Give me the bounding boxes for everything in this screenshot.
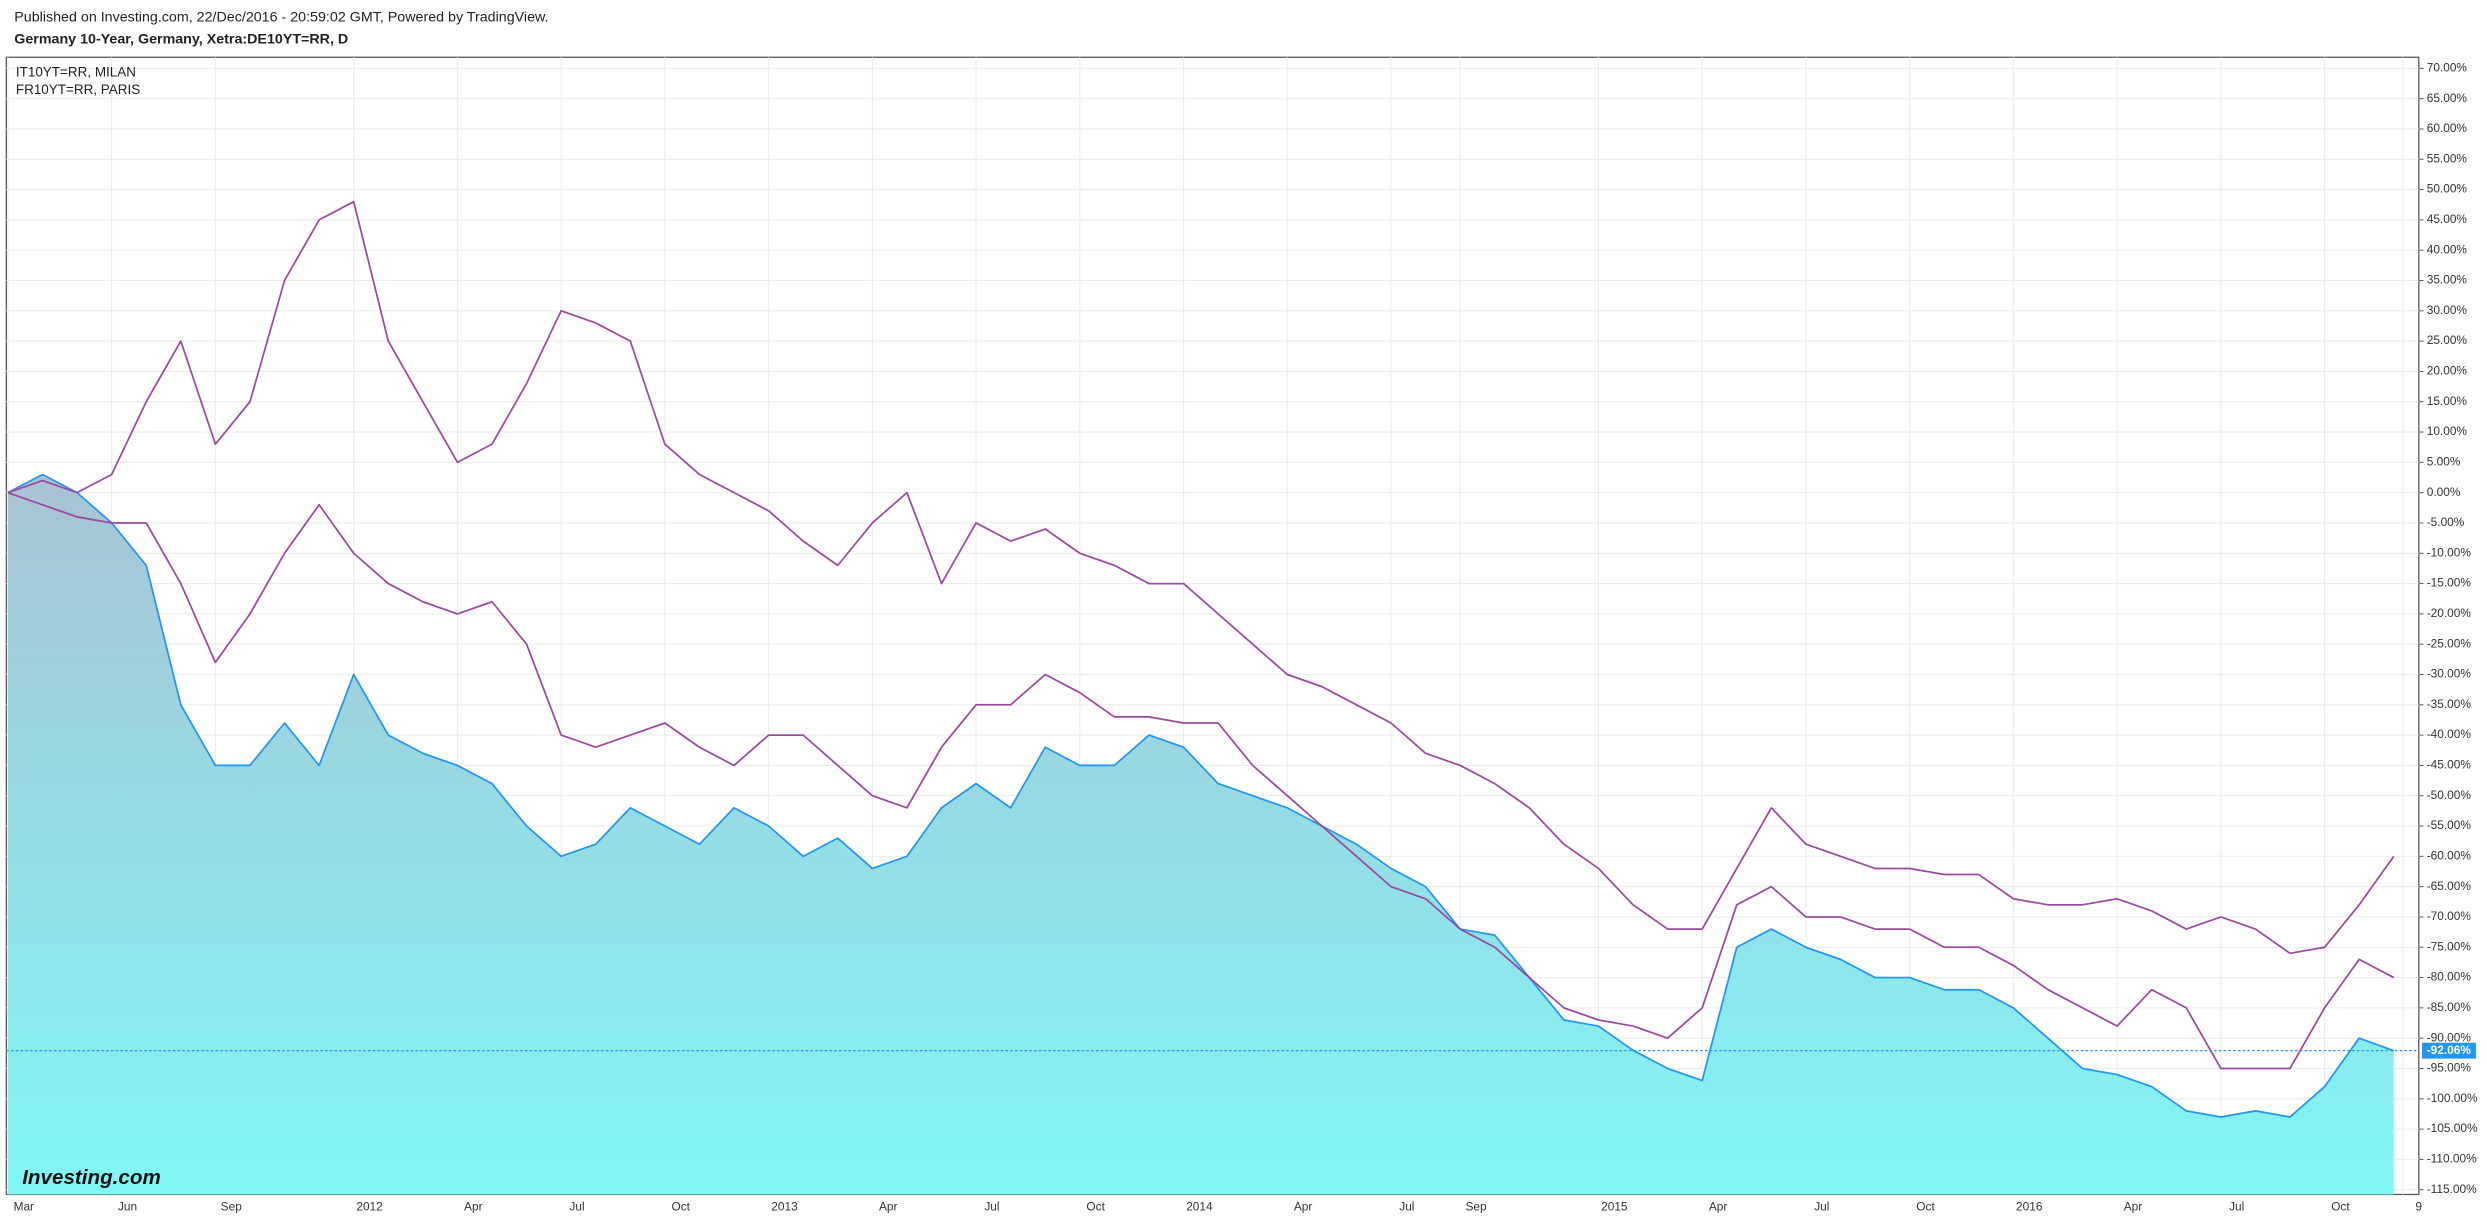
- y-tick-label: 0.00%: [2427, 485, 2461, 499]
- y-tick-label: -115.00%: [2427, 1182, 2477, 1196]
- y-tick-label: 35.00%: [2427, 273, 2468, 287]
- x-tick-label: Jul: [1814, 1199, 1829, 1213]
- y-tick-label: -30.00%: [2427, 667, 2472, 681]
- y-tick-label: 10.00%: [2427, 424, 2468, 438]
- y-tick-label: -65.00%: [2427, 879, 2472, 893]
- x-tick-label: Apr: [1709, 1199, 1728, 1213]
- watermark: Investing.com: [22, 1166, 161, 1189]
- x-tick-label: Oct: [2331, 1199, 2350, 1213]
- x-tick-label: Oct: [1086, 1199, 1105, 1213]
- x-tick-label: Jul: [569, 1199, 584, 1213]
- y-tick-label: -95.00%: [2427, 1061, 2472, 1075]
- legend-label: IT10YT=RR, MILAN: [16, 65, 136, 80]
- y-tick-label: -90.00%: [2427, 1030, 2472, 1044]
- x-tick-label: Jun: [118, 1199, 137, 1213]
- series-line: [7, 200, 2395, 955]
- y-tick-label: 20.00%: [2427, 364, 2468, 378]
- x-tick-label: Jul: [984, 1199, 999, 1213]
- y-tick-label: 65.00%: [2427, 91, 2468, 105]
- x-tick-label: 2012: [356, 1199, 382, 1213]
- y-tick-label: 30.00%: [2427, 303, 2468, 317]
- header: Published on Investing.com, 22/Dec/2016 …: [14, 9, 548, 25]
- x-tick-label: 2016: [2016, 1199, 2043, 1213]
- y-tick-label: -45.00%: [2427, 758, 2472, 772]
- plot-area: [6, 200, 2419, 1195]
- y-tick-label: 40.00%: [2427, 242, 2468, 256]
- y-tick-label: -85.00%: [2427, 1000, 2472, 1014]
- x-tick-label: Apr: [1294, 1199, 1313, 1213]
- x-tick-label: Oct: [1916, 1199, 1935, 1213]
- x-tick-label: Apr: [2124, 1199, 2143, 1213]
- y-tick-label: -80.00%: [2427, 970, 2472, 984]
- y-tick-label: 60.00%: [2427, 121, 2468, 135]
- series-line: [7, 491, 2395, 1070]
- x-tick-label: Oct: [672, 1199, 691, 1213]
- y-tick-label: -40.00%: [2427, 727, 2472, 741]
- y-tick-label: 55.00%: [2427, 151, 2468, 165]
- x-tick-label: Jul: [2229, 1199, 2244, 1213]
- last-value-badge: [2421, 1042, 2476, 1059]
- last-value-label: -92.06%: [2427, 1043, 2472, 1057]
- x-tick-label: Apr: [464, 1199, 483, 1213]
- y-tick-label: -60.00%: [2427, 848, 2472, 862]
- y-tick-label: -50.00%: [2427, 788, 2472, 802]
- y-tick-label: -55.00%: [2427, 818, 2472, 832]
- x-tick-label: 2014: [1186, 1199, 1213, 1213]
- x-tick-label: 2013: [771, 1199, 798, 1213]
- labels: 70.00% 65.00% 60.00% 55.00% 50.00% 45.00% 40.0…: [14, 60, 2478, 1213]
- y-tick-label: -35.00%: [2427, 697, 2472, 711]
- y-tick-label: -20.00%: [2427, 606, 2472, 620]
- y-tick-label: -10.00%: [2427, 545, 2472, 559]
- x-tick-label: Apr: [879, 1199, 898, 1213]
- y-tick-label: -70.00%: [2427, 909, 2472, 923]
- x-tick-label: 9: [2415, 1199, 2422, 1213]
- x-tick-label: 2015: [1601, 1199, 1628, 1213]
- y-tick-label: -105.00%: [2427, 1121, 2478, 1135]
- y-tick-label: 15.00%: [2427, 394, 2468, 408]
- y-tick-label: -15.00%: [2427, 576, 2472, 590]
- y-tick-label: -100.00%: [2427, 1091, 2478, 1105]
- y-tick-label: 70.00%: [2427, 60, 2468, 74]
- x-tick-label: Sep: [221, 1199, 243, 1213]
- area: [7, 474, 2394, 1195]
- series-line: [7, 473, 2395, 1118]
- y-tick-label: 5.00%: [2427, 454, 2461, 468]
- chart-title: Germany 10-Year, Germany, Xetra:DE10YT=R…: [14, 32, 348, 48]
- x-tick-label: Sep: [1465, 1199, 1487, 1213]
- x-tick-label: Jul: [1399, 1199, 1414, 1213]
- y-tick-label: 45.00%: [2427, 212, 2468, 226]
- y-tick-label: -5.00%: [2427, 515, 2465, 529]
- x-tick-label: Mar: [14, 1199, 34, 1213]
- y-tick-label: -75.00%: [2427, 939, 2472, 953]
- y-tick-label: 50.00%: [2427, 182, 2468, 196]
- y-tick-label: -25.00%: [2427, 636, 2472, 650]
- y-tick-label: -110.00%: [2427, 1152, 2477, 1166]
- y-tick-label: 25.00%: [2427, 333, 2468, 347]
- legend-label: FR10YT=RR, PARIS: [16, 82, 140, 97]
